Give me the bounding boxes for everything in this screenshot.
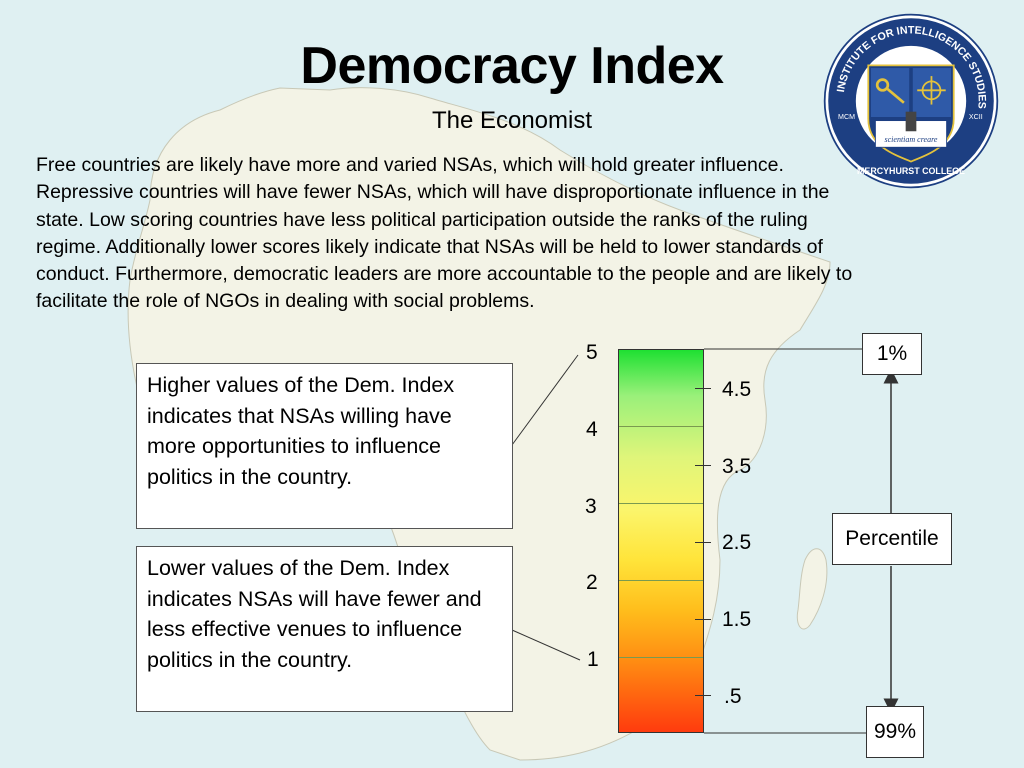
intro-paragraph: Free countries are likely have more and …	[36, 154, 853, 313]
lighthouse-icon	[905, 111, 917, 132]
scale-tick	[695, 695, 711, 696]
seal-left-text: MCM	[838, 113, 855, 121]
mercyhurst-seal-logo: INSTITUTE FOR INTELLIGENCE STUDIES MERCY…	[823, 13, 999, 189]
callout-lower-values: Lower values of the Dem. Index indicates…	[136, 546, 513, 712]
scale-band-divider	[619, 426, 703, 427]
scale-tick	[695, 542, 711, 543]
compass-icon	[917, 76, 946, 105]
scale-label-5: 5	[586, 341, 598, 364]
seal-right-text: XCII	[969, 113, 983, 121]
scale-band-divider	[619, 580, 703, 581]
scale-label-1-5: 1.5	[722, 608, 752, 631]
scale-label-1: 1	[587, 648, 599, 671]
seal-bottom-text: MERCYHURST COLLEGE	[857, 166, 965, 176]
scale-tick	[695, 465, 711, 466]
scale-label-3-5: 3.5	[722, 455, 752, 478]
scale-label-4: 4	[586, 418, 598, 441]
madagascar-silhouette	[796, 548, 828, 630]
page-title: Democracy Index	[300, 37, 724, 95]
page-subtitle: The Economist	[431, 107, 593, 134]
scale-tick	[695, 619, 711, 620]
scale-label-2: 2	[586, 571, 598, 594]
callout-high-connector	[511, 354, 579, 446]
scale-band-divider	[619, 657, 703, 658]
scale-label-2-5: 2.5	[722, 531, 752, 554]
scale-label-4-5: 4.5	[722, 378, 752, 401]
scale-label-0-5: .5	[724, 685, 742, 708]
percentile-top-box: 1%	[862, 333, 922, 375]
scale-band-divider	[619, 503, 703, 504]
scale-label-3: 3	[585, 495, 597, 518]
scale-tick	[695, 388, 711, 389]
key-icon	[875, 78, 905, 104]
seal-motto: scientiam creare	[885, 135, 938, 144]
callout-higher-values: Higher values of the Dem. Index indicate…	[136, 363, 513, 529]
percentile-bottom-box: 99%	[866, 706, 924, 758]
callout-low-connector	[511, 629, 581, 661]
democracy-scale-bar	[618, 349, 704, 733]
percentile-label-box: Percentile	[832, 513, 952, 565]
